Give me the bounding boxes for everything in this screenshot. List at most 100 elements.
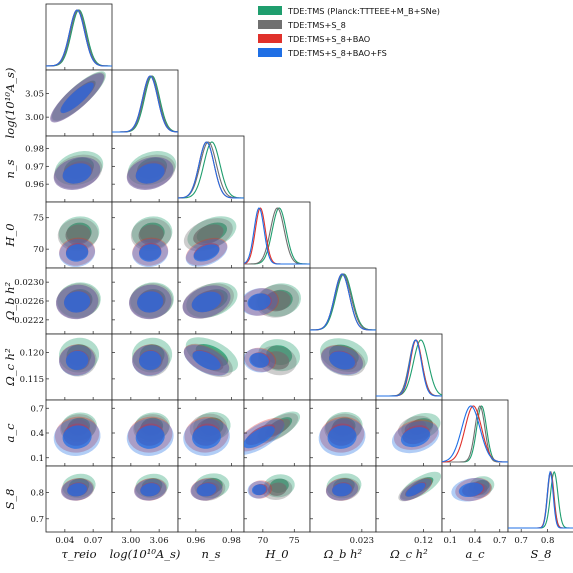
y-axis-label-ns: n_s [3,159,17,178]
panel-frame [45,465,113,533]
panel-omch2-vs-logA [111,333,179,401]
contour-H0-ombh2-s3-68 [247,293,271,311]
x-axis-label-H0: H_0 [264,547,288,561]
contour-ns-omch2-s3-68 [192,350,221,370]
y-axis-label-ac: a_c [3,423,17,443]
panel-omch2-vs-tau: 0.115 0.120 [20,333,113,401]
x-tick-label-S8: 0.7 [514,536,528,546]
panel-H0-vs-ns [177,201,245,269]
marginal-tau-3 [46,9,112,67]
contour-tau-omch2-s3-68 [65,350,89,370]
contour-tau-ombh2-s3-68 [63,291,91,313]
contour-ns-ac-s3-68 [192,425,222,449]
contour-tau-ac-s3-68 [62,425,92,449]
y-axis-labels: log(10¹⁰A_s) n_s H_0 Ω_b h² Ω_c h² a_c S_8 [3,68,17,510]
x-tick-label-ac: 0.4 [468,536,482,546]
contour-logA-ac-s3-68 [135,425,165,449]
panel-omch2-vs-omch2 [375,333,443,401]
x-axis-labels: τ_reio log(10¹⁰A_s) n_s H_0 Ω_b h² Ω_c h² a_c S… [61,547,551,561]
panel-frame [111,465,179,533]
panel-ombh2-vs-ns [177,267,245,335]
contour-omch2-S8-s3-68 [405,482,426,497]
panel-frame [507,465,573,533]
x-tick-label-ac: 0.7 [493,536,507,546]
panel-omch2-vs-H0 [243,333,311,401]
y-axis-label-S8: S_8 [3,489,17,510]
panel-H0-vs-logA [111,201,179,269]
y-tick-label-ns: 0.96 [25,180,44,190]
panel-ns-vs-tau: 0.96 0.97 0.98 [25,135,113,203]
x-tick-label-ombh2: 0.023 [350,536,374,546]
contour-tau-S8-s3-68 [67,483,88,497]
contour-logA-ombh2-s3-68 [137,291,164,313]
panel-ac-vs-ac [441,399,509,467]
x-tick-label-ns: 0.96 [186,536,205,546]
x-tick-label-ns: 0.98 [222,536,241,546]
x-tick-label-ac: 0.1 [443,536,457,546]
panel-ac-vs-H0 [243,399,311,467]
x-axis-label-tau: τ_reio [61,547,96,561]
contour-tau-H0-s1-68 [65,224,91,245]
contour-logA-omch2-s3-68 [138,350,162,370]
panel-frame [441,465,509,533]
x-tick-label-logA: 3.06 [150,536,169,546]
panels-layer: 3.003.050.960.970.9870750.02220.02260.02… [14,3,573,546]
panel-ombh2-vs-ombh2 [309,267,377,335]
contour-H0-S8-s1-68 [267,482,287,496]
panel-S8-vs-ac: 0.1 0.4 0.7 [441,465,509,546]
panel-frame [45,135,113,203]
panel-ac-vs-ombh2 [309,399,377,467]
legend-swatch-0 [258,6,282,15]
contour-logA-S8-s3-68 [140,483,161,497]
contour-tau-logA-s3-68 [60,82,94,114]
y-tick-label-ns: 0.98 [25,144,44,154]
contour-ns-ombh2-s3-68 [191,291,222,313]
marginal-H0-3 [244,207,310,265]
x-axis-label-ns: n_s [201,547,220,561]
legend: TDE:TMS (Planck:TTTEEE+M_B+SNe) TDE:TMS+S… [258,6,440,58]
panel-ns-vs-logA [111,135,179,203]
y-tick-label-ac: 0.4 [30,429,44,439]
panel-S8-vs-S8: 0.7 0.8 [507,465,573,546]
panel-H0-vs-tau: 70 75 [33,201,113,269]
y-tick-label-S8: 0.8 [30,488,44,498]
panel-ac-vs-logA [111,399,179,467]
contour-logA-ns-s3-68 [135,163,165,184]
x-axis-label-omch2: Ω_c h² [389,547,428,561]
contour-ombh2-ac-s3-68 [327,425,357,449]
marginal-ombh2-3 [310,273,376,331]
panel-S8-vs-omch2: 0.12 [375,465,443,546]
marginal-S8-3 [508,470,573,529]
contour-tau-H0-s3-68 [65,244,89,262]
contour-H0-S8-s3-68 [251,484,267,496]
y-tick-label-ns: 0.97 [25,162,44,172]
contour-ns-H0-s3-68 [193,244,220,262]
y-tick-label-ac: 0.1 [30,454,44,464]
x-tick-label-S8: 0.8 [541,536,555,546]
legend-label-2: TDE:TMS+S_8+BAO [287,34,370,44]
marginal-logA-3 [112,75,178,133]
y-axis-label-ombh2: Ω_b h² [3,281,17,321]
contour-H0-omch2-s3-68 [249,352,269,368]
panel-frame [243,465,311,533]
y-tick-label-H0: 75 [33,214,44,224]
marginal-ac-3 [442,405,508,463]
panel-S8-vs-logA: 3.00 3.06 [111,465,179,546]
legend-swatch-2 [258,34,282,43]
panel-ombh2-vs-H0 [243,267,311,335]
marginal-ns-0 [178,141,244,199]
x-tick-label-omch2: 0.12 [414,536,433,546]
legend-label-1: TDE:TMS+S_8 [287,20,346,30]
legend-swatch-3 [258,48,282,57]
legend-label-3: TDE:TMS+S_8+BAO+FS [287,48,387,58]
panel-omch2-vs-ns [177,333,245,401]
contour-logA-H0-s1-68 [138,224,164,245]
panel-frame [375,465,443,533]
panel-frame [45,3,113,71]
panel-tau-vs-tau [45,3,113,71]
panel-S8-vs-tau: 0.04 0.07 0.7 0.8 [30,465,113,546]
panel-frame [309,267,377,335]
panel-omch2-vs-ombh2 [309,333,377,401]
legend-swatch-1 [258,20,282,29]
y-tick-label-omch2: 0.120 [20,348,44,358]
